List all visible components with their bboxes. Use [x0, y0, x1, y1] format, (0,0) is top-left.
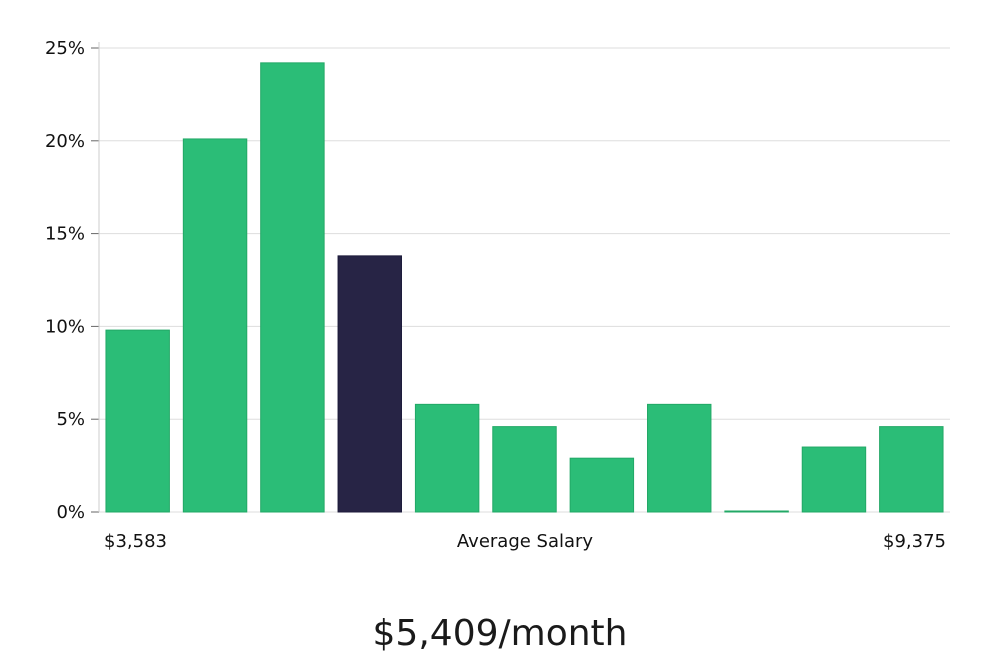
histogram-bar	[569, 457, 635, 513]
x-axis-min-label: $3,583	[104, 531, 167, 552]
y-tick-label: 20%	[45, 131, 85, 152]
bars	[105, 62, 944, 513]
histogram-bar	[879, 426, 944, 513]
y-axis-ticks: 0% 5% 10% 15% 20% 25%	[45, 38, 99, 523]
histogram-bar	[647, 403, 712, 513]
histogram-bar	[801, 446, 867, 513]
y-tick-label: 15%	[45, 224, 85, 245]
histogram-bar-highlighted	[337, 255, 402, 513]
y-tick-label: 5%	[56, 409, 85, 430]
histogram-bar	[260, 62, 325, 513]
y-tick-label: 0%	[56, 502, 85, 523]
histogram-bar	[182, 138, 248, 513]
salary-histogram: 0% 5% 10% 15% 20% 25% $3,583 Average Salary $…	[45, 38, 950, 552]
histogram-bar	[492, 426, 557, 513]
y-tick-label: 25%	[45, 38, 85, 59]
x-axis-max-label: $9,375	[883, 531, 946, 552]
average-salary-caption: $5,409/month	[372, 613, 628, 654]
histogram-bar	[414, 403, 480, 513]
x-axis-title: Average Salary	[457, 531, 594, 552]
y-tick-label: 10%	[45, 316, 85, 337]
histogram-bar	[105, 329, 170, 513]
histogram-bar	[724, 510, 789, 513]
